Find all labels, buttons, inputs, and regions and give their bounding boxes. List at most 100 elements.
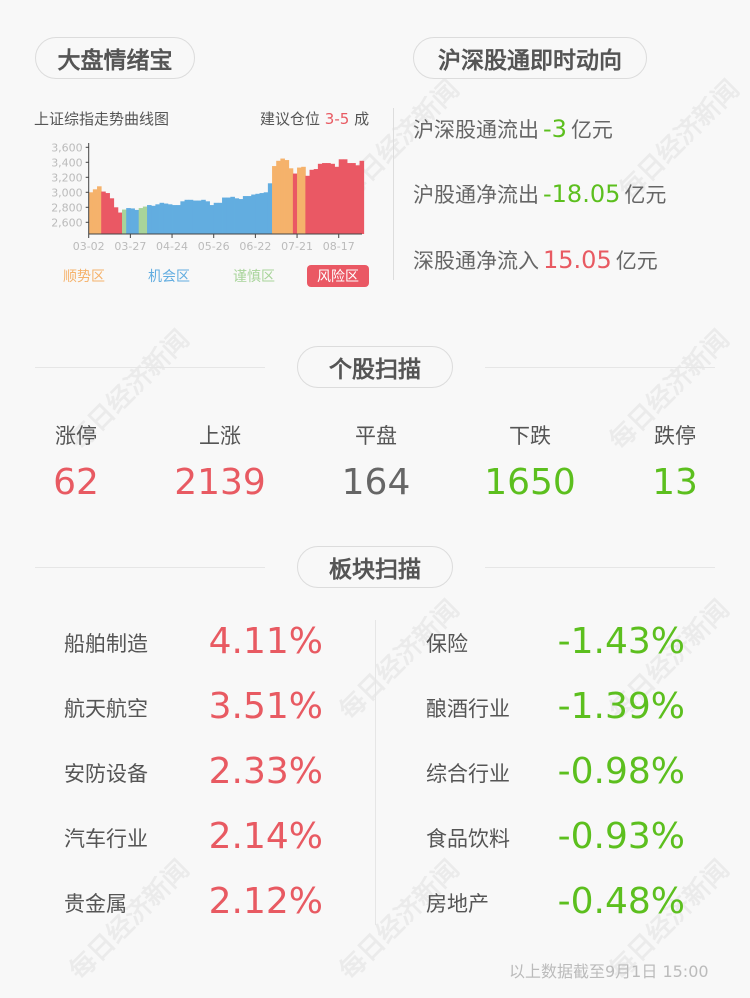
- sector-row[interactable]: 船舶制造 4.11%: [64, 621, 323, 662]
- sentiment-title: 大盘情绪宝: [35, 37, 195, 79]
- chart-bar: [263, 192, 269, 234]
- sector-change: -0.48%: [557, 881, 685, 922]
- stock-stat: 上涨 2139: [150, 420, 290, 503]
- divider: [393, 108, 394, 280]
- sector-row[interactable]: 酿酒行业 -1.39%: [426, 686, 685, 727]
- chart-bar: [109, 198, 115, 234]
- chart-bar: [92, 189, 98, 234]
- chart-bar: [338, 159, 344, 234]
- sector-row[interactable]: 房地产 -0.48%: [426, 881, 685, 922]
- connect-unit: 亿元: [570, 118, 613, 142]
- position-label: 建议仓位: [260, 110, 321, 128]
- connect-value: -18.05: [543, 180, 621, 208]
- stock-stat: 平盘 164: [306, 420, 446, 503]
- chart-bar: [342, 159, 348, 234]
- sector-name: 酿酒行业: [426, 697, 510, 721]
- connect-title: 沪深股通即时动向: [413, 37, 647, 79]
- chart-bar: [101, 191, 106, 234]
- sector-change: 2.14%: [208, 816, 323, 857]
- sector-row[interactable]: 保险 -1.43%: [426, 621, 685, 662]
- connect-label: 沪股通净流出: [413, 183, 539, 207]
- chart-bar: [188, 199, 194, 234]
- chart-bar: [163, 203, 169, 234]
- stock-stat: 跌停 13: [605, 420, 745, 503]
- chart-bar: [105, 193, 110, 234]
- chart-bar: [138, 208, 144, 234]
- legend-3: 风险区: [307, 265, 369, 287]
- sector-name: 汽车行业: [64, 827, 148, 851]
- connect-unit: 亿元: [624, 183, 667, 207]
- chart-bar: [192, 200, 198, 234]
- sector-row[interactable]: 综合行业 -0.98%: [426, 751, 685, 792]
- stat-value: 164: [341, 462, 411, 503]
- chart-bar: [142, 206, 148, 234]
- legend-1: 机会区: [148, 269, 190, 285]
- sector-name: 综合行业: [426, 762, 510, 786]
- sector-name: 船舶制造: [64, 632, 148, 656]
- stat-label: 跌停: [654, 424, 696, 448]
- chart-bar: [184, 199, 190, 234]
- sector-row[interactable]: 汽车行业 2.14%: [64, 816, 323, 857]
- x-tick-label: 04-24: [156, 240, 188, 253]
- chart-bar: [267, 183, 273, 234]
- stat-value: 2139: [174, 462, 266, 503]
- x-tick-label: 07-21: [281, 240, 313, 253]
- chart-bar: [151, 205, 156, 234]
- sector-change: -0.98%: [557, 751, 685, 792]
- chart-bar: [238, 199, 244, 234]
- chart-bar: [197, 200, 202, 234]
- sector-row[interactable]: 安防设备 2.33%: [64, 751, 323, 792]
- stat-label: 下跌: [509, 424, 551, 448]
- legend-0: 顺势区: [63, 269, 105, 285]
- chart-bar: [117, 212, 123, 234]
- chart-bar: [242, 196, 248, 234]
- x-tick-label: 05-26: [198, 240, 230, 253]
- sector-name: 贵金属: [64, 892, 127, 916]
- connect-row: 沪深股通流出 -3 亿元: [413, 114, 613, 144]
- connect-row: 深股通净流入 15.05 亿元: [413, 245, 658, 275]
- chart-bar: [213, 202, 219, 234]
- sector-row[interactable]: 贵金属 2.12%: [64, 881, 323, 922]
- sector-row[interactable]: 食品饮料 -0.93%: [426, 816, 685, 857]
- chart-bar: [355, 165, 360, 234]
- chart-bar: [313, 169, 319, 234]
- stat-value: 13: [652, 462, 698, 503]
- connect-unit: 亿元: [615, 249, 658, 273]
- sector-change: -0.93%: [557, 816, 685, 857]
- chart-bar: [309, 169, 315, 234]
- stat-label: 涨停: [55, 424, 97, 448]
- sector-row[interactable]: 航天航空 3.51%: [64, 686, 323, 727]
- footer-note: 以上数据截至9月1日 15:00: [509, 962, 709, 981]
- chart-bar: [97, 186, 102, 234]
- chart-bar: [205, 201, 210, 234]
- stat-label: 上涨: [199, 424, 241, 448]
- chart-bar: [322, 163, 327, 234]
- chart-bar: [180, 201, 185, 234]
- chart-bar: [305, 175, 310, 234]
- index-chart: 2,600 2,800 3,000 3,200 3,400 3,600 03-02 03-27…: [51, 141, 365, 253]
- sector-change: 2.12%: [208, 881, 323, 922]
- chart-bar: [347, 163, 352, 234]
- connect-label: 深股通净流入: [413, 249, 539, 273]
- chart-bar: [359, 160, 365, 234]
- divider: [485, 367, 715, 368]
- sector-name: 房地产: [426, 892, 489, 916]
- chart-bar: [292, 173, 298, 234]
- chart-bar: [280, 158, 285, 234]
- y-tick-label: 3,400: [51, 156, 83, 169]
- chart-bar: [317, 163, 323, 234]
- chart-bar: [147, 205, 152, 234]
- chart-bar: [122, 209, 127, 234]
- y-tick-label: 2,800: [51, 201, 83, 214]
- chart-bar: [134, 209, 140, 234]
- chart-bar: [255, 193, 260, 234]
- chart-bar: [159, 202, 165, 234]
- chart-bar: [330, 163, 335, 234]
- chart-bar: [301, 166, 306, 234]
- sector-name: 食品饮料: [426, 827, 510, 851]
- connect-value: 15.05: [543, 246, 612, 274]
- chart-bar: [88, 192, 94, 234]
- chart-bar: [172, 205, 177, 234]
- legend-2: 谨慎区: [233, 269, 275, 285]
- chart-bar: [251, 194, 256, 234]
